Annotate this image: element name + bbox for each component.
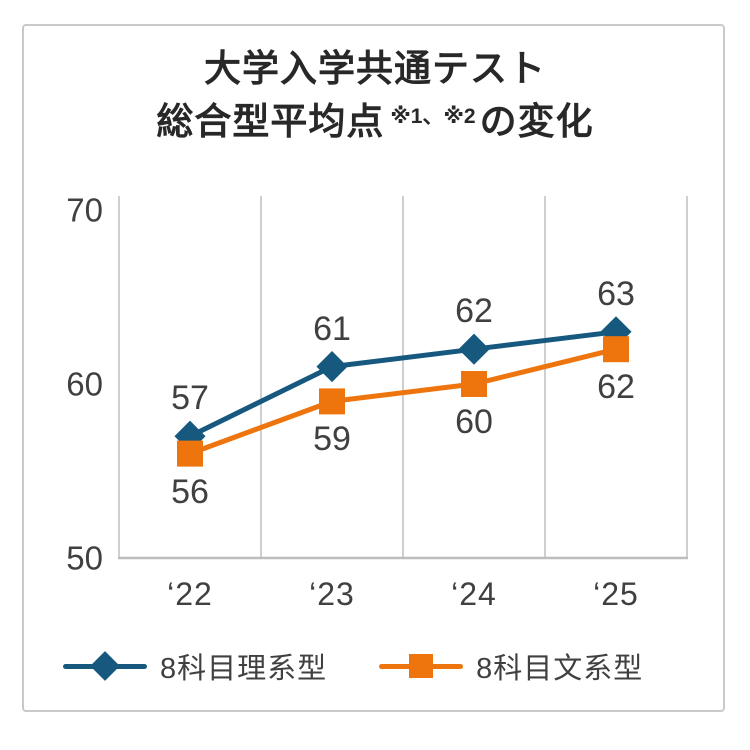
y-axis-tick-50: 50	[66, 539, 103, 577]
x-axis-tick-23: ‘23	[309, 576, 355, 612]
diamond-marker-icon	[90, 651, 120, 681]
x-axis-tick-25: ‘25	[593, 576, 639, 612]
title-footnote-markers: ※1、※2	[390, 105, 476, 128]
data-label: 56	[171, 472, 209, 511]
chart-legend: 8科目理系型 8科目文系型	[63, 646, 643, 686]
y-axis-tick-70: 70	[66, 191, 103, 229]
chart-card	[22, 24, 725, 712]
series-rikei-line-sample	[63, 651, 147, 681]
data-label: 62	[455, 292, 493, 331]
legend-label-rikei: 8科目理系型	[160, 653, 328, 685]
square-marker-icon	[409, 654, 434, 678]
data-label: 63	[597, 274, 635, 313]
y-axis-tick-60: 60	[66, 365, 103, 403]
chart-title-line2-text: 総合型平均点	[156, 101, 385, 142]
data-label: 57	[171, 379, 209, 418]
data-label: 61	[313, 309, 351, 348]
chart-title: 大学入学共通テスト 総合型平均点 ※1、※2 の変化	[0, 42, 750, 154]
legend-item-bunkei: 8科目文系型	[379, 645, 643, 687]
data-label: 62	[597, 368, 635, 407]
x-axis-tick-24: ‘24	[451, 576, 497, 612]
series-bunkei-line-sample	[379, 654, 464, 678]
legend-item-rikei: 8科目理系型	[63, 645, 327, 687]
chart-title-line2-suffix: の変化	[479, 101, 594, 142]
legend-label-bunkei: 8科目文系型	[476, 653, 644, 685]
chart-title-line1: 大学入学共通テスト	[204, 48, 546, 89]
data-label: 60	[455, 403, 493, 441]
data-label: 59	[313, 420, 351, 459]
x-axis-tick-22: ‘22	[167, 576, 213, 612]
chart-title-line2: 総合型平均点 ※1、※2 の変化	[0, 95, 750, 154]
